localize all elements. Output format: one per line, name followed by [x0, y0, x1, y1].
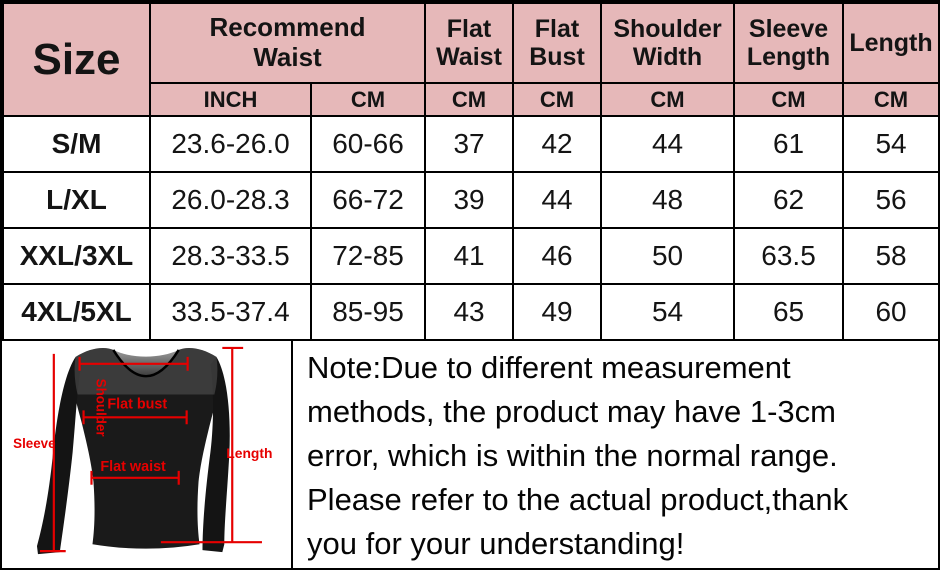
cell-shoulder-width: 44 [600, 115, 736, 173]
cell-size: S/M [2, 115, 151, 173]
shirt-measurement-image: Shoulder Flat bust Sleeve Flat waist Len… [2, 341, 293, 568]
header-flat-waist: Flat Waist [424, 2, 515, 84]
unit-cm: CM [424, 82, 515, 117]
header-flat-bust: Flat Bust [512, 2, 603, 84]
shirt-sheer-yoke [74, 347, 218, 395]
header-sleeve-length: Sleeve Length [733, 2, 845, 84]
cell-shoulder-width: 48 [600, 171, 736, 229]
cell-length: 58 [842, 227, 940, 285]
label-length: Length [226, 445, 272, 461]
note-text: Note:Due to different measurement method… [293, 341, 938, 568]
cell-flat-waist: 37 [424, 115, 515, 173]
cell-flat-bust: 44 [512, 171, 603, 229]
cell-flat-bust: 49 [512, 283, 603, 341]
cell-flat-bust: 42 [512, 115, 603, 173]
cell-sleeve-length: 61 [733, 115, 845, 173]
cell-sleeve-length: 62 [733, 171, 845, 229]
cell-length: 54 [842, 115, 940, 173]
note-line: methods, the product may have 1-3cm [307, 394, 836, 429]
label-sleeve: Sleeve [13, 436, 55, 451]
cell-recommend-cm: 66-72 [309, 171, 427, 229]
note-line: error, which is within the normal range. [307, 438, 838, 473]
unit-cm: CM [512, 82, 603, 117]
shirt-left-sleeve [36, 356, 82, 555]
shirt-torso [72, 347, 220, 549]
cell-length: 56 [842, 171, 940, 229]
header-recommend-waist-line1: Recommend [209, 12, 366, 43]
cell-flat-waist: 41 [424, 227, 515, 285]
unit-cm: CM [733, 82, 845, 117]
cell-recommend-inch: 26.0-28.3 [149, 171, 312, 229]
table-row: S/M 23.6-26.0 60-66 37 42 44 61 54 [2, 115, 940, 173]
unit-cm: CM [600, 82, 736, 117]
unit-cm: CM [842, 82, 940, 117]
note-line: Note:Due to different measurement [307, 350, 791, 385]
bottom-section: Shoulder Flat bust Sleeve Flat waist Len… [2, 341, 938, 568]
label-flat-bust: Flat bust [107, 396, 167, 412]
shirt-right-sleeve [202, 356, 230, 553]
note-line: you for your understanding! [307, 526, 685, 561]
cell-length: 60 [842, 283, 940, 341]
shirt-neck-rim [112, 349, 180, 378]
table-row: L/XL 26.0-28.3 66-72 39 44 48 62 56 [2, 171, 940, 229]
header-shoulder-width: Shoulder Width [600, 2, 736, 84]
cell-sleeve-length: 63.5 [733, 227, 845, 285]
header-size: Size [2, 2, 151, 117]
cell-size: XXL/3XL [2, 227, 151, 285]
cell-sleeve-length: 65 [733, 283, 845, 341]
size-chart-table: Size Recommend Waist Flat Waist Flat Bus… [2, 2, 940, 341]
header-recommend-waist: Recommend Waist [148, 2, 427, 84]
cell-size: L/XL [2, 171, 151, 229]
note-line: Please refer to the actual product,thank [307, 482, 849, 517]
cell-recommend-cm: 60-66 [309, 115, 427, 173]
cell-flat-waist: 39 [424, 171, 515, 229]
cell-recommend-inch: 33.5-37.4 [149, 283, 312, 341]
cell-size: 4XL/5XL [2, 283, 151, 341]
cell-shoulder-width: 54 [600, 283, 736, 341]
cell-recommend-cm: 72-85 [309, 227, 427, 285]
cell-recommend-inch: 28.3-33.5 [149, 227, 312, 285]
cell-recommend-inch: 23.6-26.0 [149, 115, 312, 173]
unit-cm: CM [309, 82, 427, 117]
cell-flat-waist: 43 [424, 283, 515, 341]
cell-recommend-cm: 85-95 [309, 283, 427, 341]
cell-flat-bust: 46 [512, 227, 603, 285]
measurement-lines [39, 346, 262, 553]
header-length: Length [842, 2, 940, 84]
label-shoulder: Shoulder [93, 379, 108, 437]
table-row: 4XL/5XL 33.5-37.4 85-95 43 49 54 65 60 [2, 283, 940, 341]
header-recommend-waist-line2: Waist [253, 42, 322, 72]
table-row: XXL/3XL 28.3-33.5 72-85 41 46 50 63.5 58 [2, 227, 940, 285]
cell-shoulder-width: 50 [600, 227, 736, 285]
label-flat-waist: Flat waist [100, 459, 166, 475]
unit-inch: INCH [149, 82, 312, 117]
shirt-measurement-diagram: Shoulder Flat bust Sleeve Flat waist Len… [13, 346, 272, 555]
